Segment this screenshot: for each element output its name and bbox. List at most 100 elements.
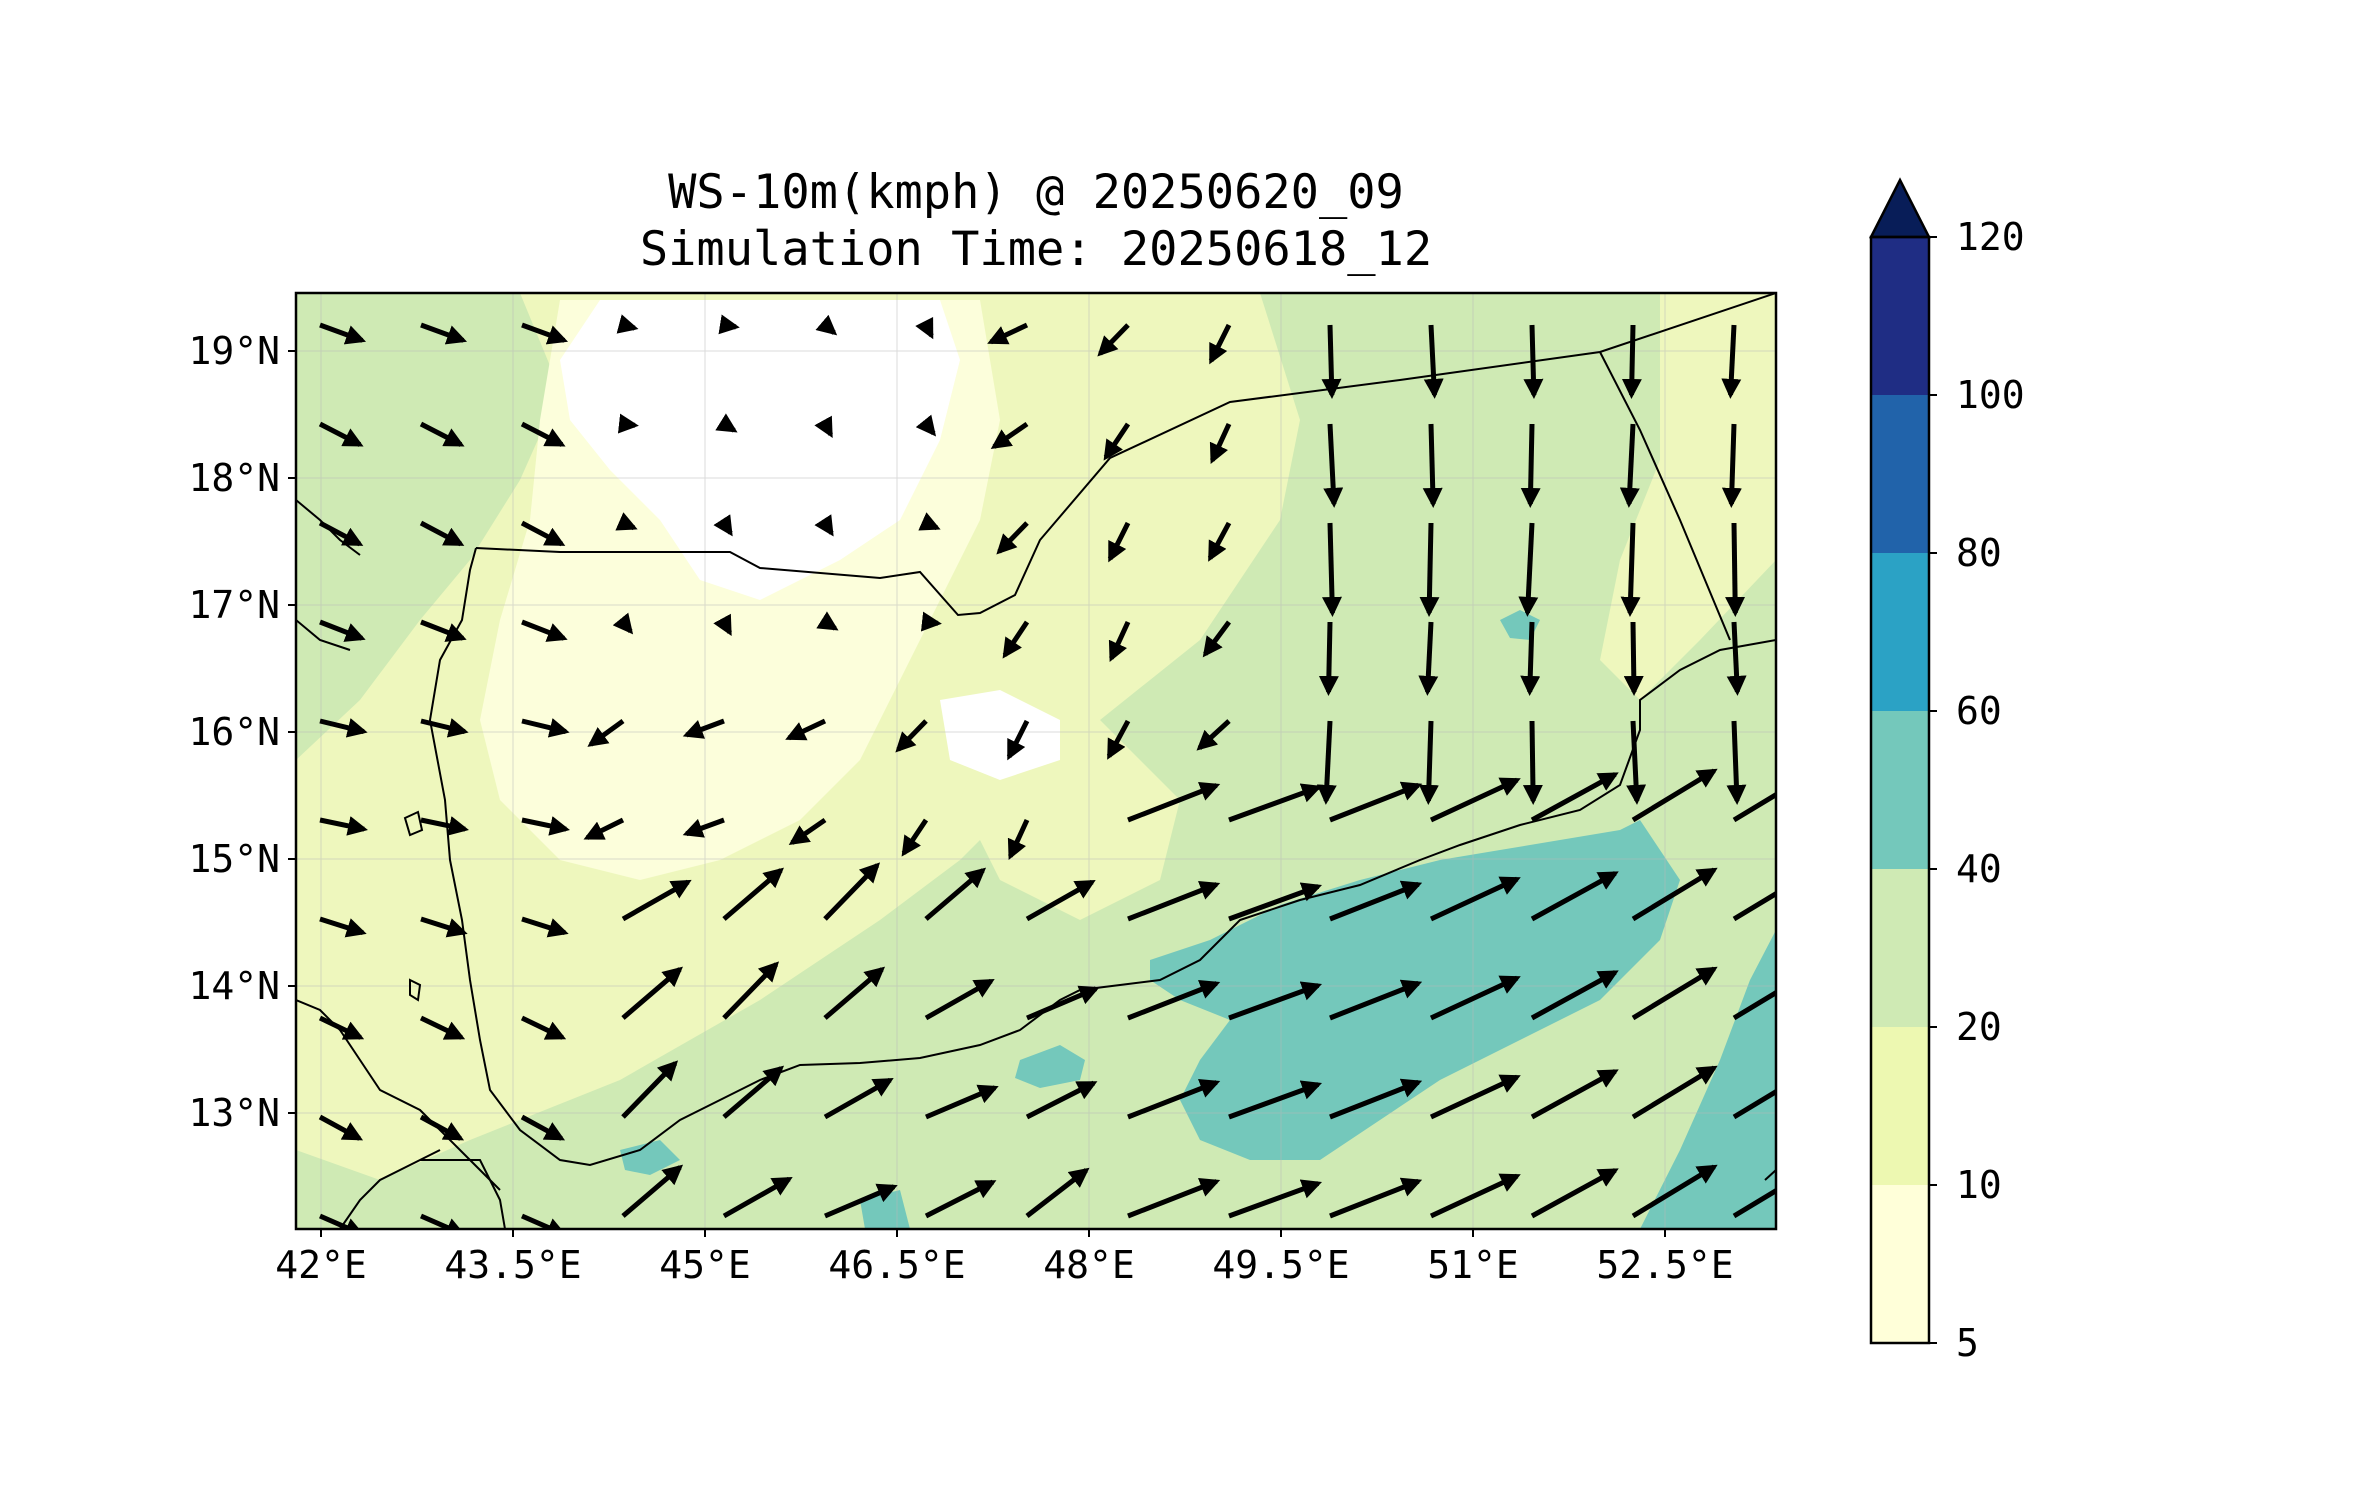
wind-vector-arrow <box>521 718 570 738</box>
wind-vector-arrow <box>1108 620 1131 662</box>
ethiopia-border <box>420 1159 506 1229</box>
wind-vector-arrow <box>1202 620 1232 658</box>
wind-vector-arrow <box>925 1084 999 1120</box>
wind-vector-arrow <box>420 916 468 938</box>
chart-title-line1: WS-10m(kmph) @ 20250620_09 <box>668 165 1404 220</box>
wind-vector-arrow <box>420 718 469 738</box>
x-tick-label: 46.5°E <box>828 1243 966 1287</box>
wind-vector-arrow <box>815 314 838 336</box>
wind-vector-arrow <box>1429 876 1521 922</box>
wind-vector-arrow <box>419 1015 466 1040</box>
island-outline <box>403 810 424 837</box>
wind-vector-arrow <box>521 816 570 836</box>
wind-vector-arrow <box>718 314 740 335</box>
wind-vector-arrow <box>1228 1179 1322 1219</box>
wind-vector-arrow <box>722 961 780 1020</box>
y-tick-label: 17°N <box>188 583 280 627</box>
wind-vector-arrow <box>1026 985 1100 1021</box>
wind-vector-arrow <box>621 966 683 1020</box>
wind-vector-arrow <box>814 514 834 537</box>
wind-vector-arrow <box>521 619 568 642</box>
wind-vector-arrow <box>319 816 368 836</box>
wind-vector-arrow <box>621 879 692 922</box>
wind-vector-arrow <box>1721 423 1742 508</box>
wind-vector-arrow <box>1732 791 1776 823</box>
colorbar-tick-label: 120 <box>1956 215 2025 259</box>
wind-vector-arrow <box>1228 981 1322 1021</box>
wind-vector-arrow <box>1631 966 1718 1021</box>
colorbar-tick-label: 80 <box>1956 531 2002 575</box>
wind-vector-arrow <box>915 414 937 437</box>
wind-vector-arrow <box>1422 423 1443 508</box>
wind-vector-arrow <box>1329 781 1423 823</box>
chart-title-line2: Simulation Time: 20250618_12 <box>639 222 1433 277</box>
wind-vector-arrow <box>722 867 784 921</box>
wind-vector-arrow <box>924 867 987 921</box>
wind-vector-arrow <box>1732 890 1776 922</box>
wind-vector-arrow <box>1025 879 1096 922</box>
y-tick-label: 19°N <box>188 329 280 373</box>
wind-vector-arrow <box>521 322 569 345</box>
wind-vector-arrow <box>990 421 1029 449</box>
wind-vector-arrow <box>621 1164 684 1218</box>
wind-vector-arrow <box>1623 621 1644 696</box>
wind-vector-arrow <box>1530 1069 1619 1120</box>
wind-vector-arrow <box>924 978 995 1021</box>
wind-vector-arrow <box>1329 979 1423 1021</box>
wind-vector-arrow <box>319 322 367 345</box>
y-tick-label: 18°N <box>188 456 280 500</box>
wind-vector-arrow <box>520 520 566 547</box>
wind-vector-arrow <box>1329 1078 1423 1120</box>
wind-vector-arrow <box>420 816 469 836</box>
wind-vector-arrow <box>1321 522 1342 617</box>
wind-vector-arrow <box>1530 871 1619 922</box>
contour-white-region <box>940 690 1060 780</box>
wind-vector-arrow <box>1228 882 1322 922</box>
wind-vector-arrow <box>1631 768 1718 823</box>
wind-vector-arrow <box>1429 1074 1521 1120</box>
wind-vector-arrow <box>419 1213 466 1229</box>
colorbar-tick-label: 5 <box>1956 1321 1979 1365</box>
wind-vector-arrow <box>987 322 1029 345</box>
colorbar-tick-label: 40 <box>1956 847 2002 891</box>
wind-vector-arrow <box>1523 324 1544 399</box>
wind-vector-arrow <box>520 1015 567 1040</box>
wind-vector-arrow <box>1127 1177 1221 1219</box>
wind-vector-arrow <box>1006 719 1030 761</box>
y-tick-label: 16°N <box>188 710 280 754</box>
colorbar-segment-40-60 <box>1871 711 1929 869</box>
wind-vector-arrow <box>918 512 941 531</box>
wind-vector-arrow <box>419 421 465 447</box>
wind-vector-arrow <box>924 1179 997 1219</box>
wind-vector-arrow <box>823 966 886 1020</box>
axis-ticks <box>288 350 1666 1237</box>
wind-vector-arrow <box>1725 522 1746 617</box>
y-tick-label: 15°N <box>188 837 280 881</box>
wind-vector-arrow <box>1002 620 1030 659</box>
wind-vector-arrow <box>1530 772 1619 823</box>
colorbar-tick-label: 100 <box>1956 373 2025 417</box>
wind-vector-arrow <box>1207 521 1232 562</box>
wind-vector-arrow <box>901 818 929 857</box>
wind-vector-arrow <box>722 1065 785 1119</box>
wind-vector-arrow <box>1321 324 1342 399</box>
wind-vector-arrow <box>785 718 827 741</box>
y-tick-label: 13°N <box>188 1091 280 1135</box>
colorbar-extend-triangle <box>1868 177 1932 239</box>
wind-vector-arrow <box>915 316 934 340</box>
wind-vector-arrow <box>1520 423 1541 508</box>
african-coastline <box>339 1149 441 1229</box>
wind-vector-arrow <box>318 1015 365 1040</box>
wind-vector-arrow <box>1530 1168 1619 1219</box>
colorbar-segment-5-10 <box>1871 1185 1929 1343</box>
colorbar-segment-80-100 <box>1871 395 1929 553</box>
wind-vector-arrow <box>816 611 839 631</box>
wind-vector-arrow <box>1418 720 1439 805</box>
wind-vector-arrow <box>1631 867 1718 922</box>
colorbar-segment-60-80 <box>1871 553 1929 711</box>
saudi-yemen-border <box>475 293 1776 617</box>
wind-vector-arrow <box>1520 621 1541 696</box>
colorbar-tick-label: 60 <box>1956 689 2002 733</box>
socotra-coast <box>1764 1169 1776 1181</box>
